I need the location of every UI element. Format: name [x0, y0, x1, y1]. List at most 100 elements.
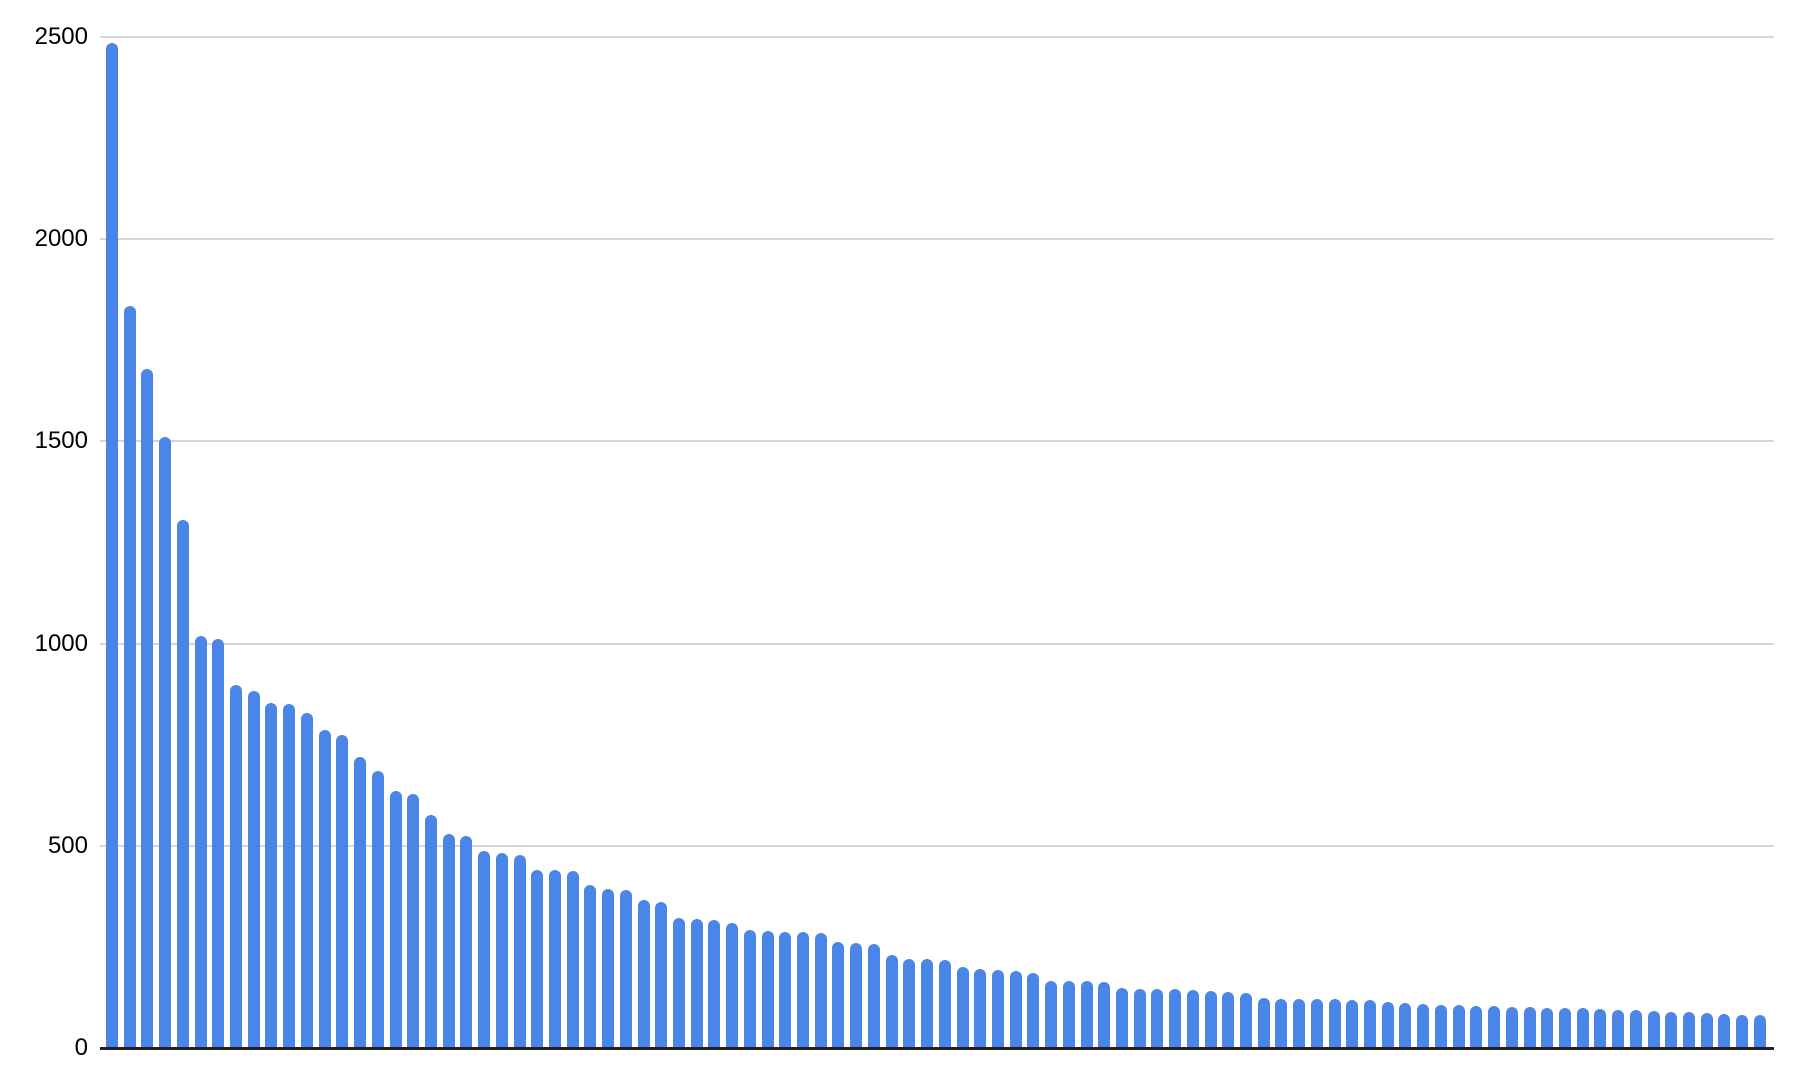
- bar-12: [300, 713, 313, 1048]
- bar-41: [814, 933, 827, 1048]
- gridline-500: [100, 844, 1774, 847]
- bar-77: [1452, 1005, 1465, 1048]
- bar-35: [708, 920, 721, 1048]
- bar-62: [1186, 990, 1199, 1048]
- bar-46: [903, 959, 916, 1048]
- bar-79: [1488, 1006, 1501, 1048]
- bar-13: [318, 730, 331, 1048]
- bar-57: [1098, 982, 1111, 1048]
- bar-4: [159, 437, 172, 1048]
- bar-36: [726, 923, 739, 1048]
- bar-56: [1080, 981, 1093, 1048]
- bar-19: [424, 815, 437, 1048]
- bar-81: [1523, 1007, 1536, 1048]
- bar-45: [885, 955, 898, 1048]
- bar-38: [761, 931, 774, 1048]
- bar-65: [1240, 993, 1252, 1048]
- bar-50: [974, 969, 987, 1048]
- bar-21: [460, 836, 473, 1048]
- bar-30: [619, 890, 632, 1048]
- x-axis-line: [100, 1047, 1774, 1050]
- y-tick-label-1000: 1000: [34, 629, 88, 657]
- bar-86: [1612, 1010, 1625, 1048]
- bar-61: [1169, 989, 1182, 1048]
- bar-75: [1417, 1004, 1430, 1048]
- bar-49: [956, 967, 969, 1048]
- bar-60: [1151, 989, 1164, 1048]
- bar-25: [531, 870, 544, 1048]
- bar-5: [176, 520, 189, 1048]
- bar-48: [938, 960, 951, 1048]
- bar-93: [1736, 1015, 1749, 1048]
- bar-16: [371, 771, 384, 1048]
- bar-42: [832, 942, 845, 1048]
- bar-47: [921, 959, 934, 1048]
- bar-27: [566, 871, 579, 1048]
- bar-74: [1399, 1003, 1412, 1048]
- bar-14: [336, 735, 349, 1048]
- bar-17: [389, 791, 402, 1048]
- bar-24: [513, 855, 526, 1048]
- y-tick-label-500: 500: [47, 831, 88, 859]
- bar-80: [1505, 1007, 1518, 1048]
- bar-68: [1293, 999, 1306, 1048]
- bar-3: [141, 369, 154, 1048]
- bar-92: [1718, 1014, 1731, 1048]
- bar-91: [1700, 1013, 1713, 1048]
- bar-87: [1629, 1010, 1642, 1048]
- bar-series: [106, 37, 1767, 1048]
- bar-94: [1753, 1015, 1766, 1048]
- bar-66: [1257, 998, 1270, 1048]
- bar-58: [1115, 988, 1128, 1048]
- bar-32: [655, 902, 668, 1048]
- bar-54: [1045, 981, 1058, 1048]
- bar-22: [478, 851, 491, 1048]
- bar-1: [106, 43, 118, 1048]
- bar-39: [779, 932, 792, 1048]
- bar-88: [1647, 1011, 1660, 1048]
- bar-28: [584, 885, 597, 1048]
- bar-11: [283, 704, 296, 1048]
- bar-82: [1541, 1008, 1554, 1048]
- bar-83: [1558, 1008, 1571, 1048]
- bar-15: [354, 757, 367, 1048]
- bar-18: [407, 794, 420, 1048]
- bar-8: [230, 685, 243, 1048]
- bar-78: [1470, 1006, 1483, 1048]
- gridline-2000: [100, 238, 1774, 241]
- bar-90: [1682, 1012, 1695, 1048]
- bar-43: [850, 943, 863, 1048]
- bar-6: [194, 636, 207, 1048]
- bar-67: [1275, 999, 1288, 1048]
- bar-52: [1009, 971, 1022, 1048]
- bar-31: [637, 900, 650, 1048]
- bar-34: [690, 919, 703, 1048]
- bar-26: [548, 870, 561, 1048]
- bar-29: [602, 889, 615, 1048]
- bar-59: [1133, 989, 1146, 1048]
- gridline-2500: [100, 36, 1774, 38]
- bar-40: [797, 932, 810, 1048]
- bar-73: [1381, 1002, 1394, 1048]
- bar-89: [1665, 1012, 1678, 1048]
- gridline-1000: [100, 642, 1774, 645]
- bar-10: [265, 703, 278, 1048]
- bar-55: [1062, 981, 1075, 1048]
- bar-2: [123, 306, 136, 1048]
- bar-20: [442, 834, 455, 1048]
- y-tick-label-2000: 2000: [34, 225, 88, 253]
- bar-9: [247, 691, 260, 1048]
- bar-37: [743, 930, 756, 1048]
- bar-63: [1204, 991, 1217, 1048]
- y-tick-label-0: 0: [74, 1034, 88, 1061]
- bar-51: [991, 970, 1004, 1048]
- bar-84: [1576, 1008, 1589, 1048]
- bar-53: [1027, 973, 1040, 1048]
- y-tick-label-1500: 1500: [34, 427, 88, 455]
- bar-33: [673, 918, 685, 1048]
- bar-44: [867, 944, 880, 1048]
- y-tick-label-2500: 2500: [34, 23, 88, 50]
- bar-70: [1328, 999, 1341, 1048]
- bar-76: [1434, 1005, 1447, 1048]
